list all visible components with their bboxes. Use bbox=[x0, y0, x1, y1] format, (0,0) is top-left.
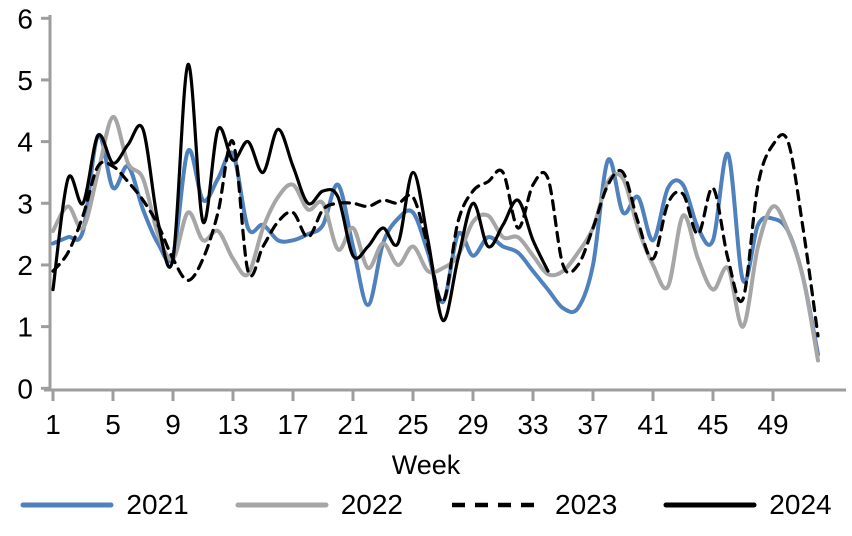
x-tick-label: 1 bbox=[45, 409, 61, 440]
legend-label-2021: 2021 bbox=[126, 489, 189, 520]
y-tick-label: 6 bbox=[17, 3, 33, 34]
x-tick-label: 5 bbox=[105, 409, 121, 440]
x-tick-label: 25 bbox=[397, 409, 428, 440]
x-tick-label: 21 bbox=[337, 409, 368, 440]
x-tick-label: 49 bbox=[757, 409, 788, 440]
legend-line-sample-2022 bbox=[235, 502, 329, 508]
x-tick-label: 29 bbox=[457, 409, 488, 440]
y-tick-label: 0 bbox=[17, 373, 33, 404]
x-axis-title: Week bbox=[391, 450, 461, 480]
legend-item-2021: 2021 bbox=[20, 489, 189, 520]
y-tick-label: 4 bbox=[17, 127, 33, 158]
chart-legend: 2021 2022 2023 2024 bbox=[0, 491, 852, 519]
series-line-2022 bbox=[51, 114, 820, 363]
legend-item-2022: 2022 bbox=[235, 491, 403, 519]
series-line-2023 bbox=[51, 132, 820, 338]
x-tick-label: 37 bbox=[577, 409, 608, 440]
legend-line-sample-2021 bbox=[20, 502, 114, 508]
legend-label-2024: 2024 bbox=[769, 489, 832, 520]
legend-item-2024: 2024 bbox=[663, 489, 832, 520]
x-tick-label: 33 bbox=[517, 409, 548, 440]
y-tick-label: 1 bbox=[17, 312, 33, 343]
series-line-2024 bbox=[51, 62, 550, 323]
legend-label-2023: 2023 bbox=[555, 489, 618, 520]
x-tick-label: 41 bbox=[637, 409, 668, 440]
x-tick-label: 13 bbox=[217, 409, 248, 440]
y-tick-label: 2 bbox=[17, 250, 33, 281]
legend-label-2022: 2022 bbox=[340, 489, 403, 520]
y-tick-label: 5 bbox=[17, 65, 33, 96]
legend-item-2023: 2023 bbox=[449, 491, 617, 519]
legend-line-sample-2024 bbox=[663, 502, 757, 508]
x-tick-label: 17 bbox=[277, 409, 308, 440]
x-tick-label: 9 bbox=[165, 409, 181, 440]
x-tick-label: 45 bbox=[697, 409, 728, 440]
y-tick-label: 3 bbox=[17, 188, 33, 219]
legend-line-sample-2023 bbox=[452, 502, 540, 508]
